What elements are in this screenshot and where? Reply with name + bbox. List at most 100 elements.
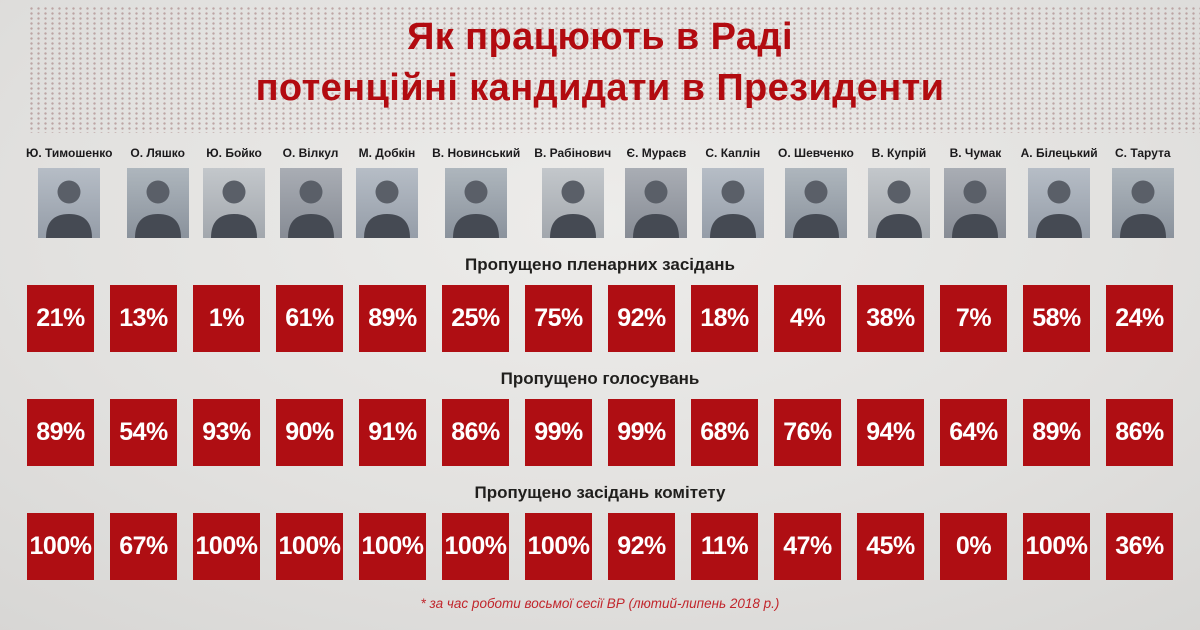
stat-box: 18% bbox=[691, 285, 758, 352]
stat-value: 93% bbox=[202, 418, 251, 446]
stat-box: 92% bbox=[608, 513, 675, 580]
stat-value: 100% bbox=[278, 532, 341, 560]
candidate-name: О. Ляшко bbox=[130, 146, 185, 160]
stat-box: 67% bbox=[110, 513, 177, 580]
stat-value: 100% bbox=[527, 532, 590, 560]
candidate-name: О. Вілкул bbox=[282, 146, 339, 160]
stat-value: 99% bbox=[617, 418, 666, 446]
stat-box: 0% bbox=[940, 513, 1007, 580]
stat-box: 25% bbox=[442, 285, 509, 352]
stat-value: 100% bbox=[444, 532, 507, 560]
candidate-cell: С. Каплін bbox=[701, 146, 764, 238]
candidate-cell: С. Тарута bbox=[1111, 146, 1174, 238]
stat-box: 90% bbox=[276, 399, 343, 466]
stat-box: 93% bbox=[193, 399, 260, 466]
candidate-name: Ю. Тимошенко bbox=[26, 146, 113, 160]
stat-value: 86% bbox=[451, 418, 500, 446]
stat-value: 0% bbox=[955, 532, 992, 560]
stat-box: 13% bbox=[110, 285, 177, 352]
candidate-cell: В. Рабінович bbox=[534, 146, 611, 238]
stat-value: 54% bbox=[119, 418, 168, 446]
stat-box: 68% bbox=[691, 399, 758, 466]
candidate-photo bbox=[541, 168, 604, 238]
candidate-cell: Ю. Тимошенко bbox=[26, 146, 112, 238]
candidate-cell: В. Купрій bbox=[867, 146, 930, 238]
candidates-row: Ю. Тимошенко О. Ляшко Ю. Бойко О. Вілкул bbox=[0, 146, 1200, 238]
person-silhouette-icon bbox=[792, 180, 839, 238]
candidate-name: С. Тарута bbox=[1114, 146, 1171, 160]
candidate-photo bbox=[625, 168, 688, 238]
footnote: * за час роботи восьмої сесії ВР (лютий-… bbox=[420, 596, 780, 611]
candidate-cell: О. Шевченко bbox=[778, 146, 854, 238]
candidate-name: Є. Мураєв bbox=[626, 146, 687, 160]
stat-value: 75% bbox=[534, 304, 583, 332]
stat-sections: Пропущено пленарних засідань 21% 13% 1% … bbox=[0, 255, 1200, 580]
stat-value: 4% bbox=[789, 304, 826, 332]
stat-box: 38% bbox=[857, 285, 924, 352]
stat-value: 58% bbox=[1032, 304, 1081, 332]
candidate-name: В. Новинський bbox=[432, 146, 521, 160]
section-heading: Пропущено голосувань bbox=[500, 369, 700, 388]
person-silhouette-icon bbox=[549, 180, 596, 238]
candidate-photo bbox=[867, 168, 930, 238]
candidate-photo bbox=[944, 168, 1007, 238]
stat-value: 13% bbox=[119, 304, 168, 332]
stat-grid: 89% 54% 93% 90% 91% 86% 99% 99% 68% 76% … bbox=[0, 399, 1200, 466]
header: Як працюють в Раді потенційні кандидати … bbox=[0, 0, 1200, 138]
candidate-photo bbox=[445, 168, 508, 238]
stat-value: 92% bbox=[617, 532, 666, 560]
candidate-name: В. Чумак bbox=[949, 146, 1002, 160]
stat-value: 90% bbox=[285, 418, 334, 446]
stat-box: 92% bbox=[608, 285, 675, 352]
person-silhouette-icon bbox=[709, 180, 756, 238]
stat-value: 18% bbox=[700, 304, 749, 332]
stat-value: 89% bbox=[1032, 418, 1081, 446]
page-title-line1: Як працюють в Раді bbox=[407, 16, 793, 58]
candidate-name: С. Каплін bbox=[705, 146, 761, 160]
stat-value: 45% bbox=[866, 532, 915, 560]
stat-value: 38% bbox=[866, 304, 915, 332]
stat-value: 68% bbox=[700, 418, 749, 446]
stat-section: Пропущено голосувань 89% 54% 93% 90% 91%… bbox=[0, 369, 1200, 466]
stat-value: 67% bbox=[119, 532, 168, 560]
candidate-photo bbox=[784, 168, 847, 238]
stat-box: 100% bbox=[525, 513, 592, 580]
stat-section: Пропущено пленарних засідань 21% 13% 1% … bbox=[0, 255, 1200, 352]
stat-box: 64% bbox=[940, 399, 1007, 466]
stat-box: 36% bbox=[1106, 513, 1173, 580]
stat-section: Пропущено засідань комітету 100% 67% 100… bbox=[0, 483, 1200, 580]
person-silhouette-icon bbox=[134, 180, 181, 238]
stat-box: 100% bbox=[276, 513, 343, 580]
candidate-cell: В. Чумак bbox=[944, 146, 1007, 238]
stat-box: 47% bbox=[774, 513, 841, 580]
candidate-name: М. Добкін bbox=[358, 146, 416, 160]
stat-box: 24% bbox=[1106, 285, 1173, 352]
stat-box: 89% bbox=[27, 399, 94, 466]
stat-box: 86% bbox=[1106, 399, 1173, 466]
candidate-name: В. Купрій bbox=[871, 146, 927, 160]
dotted-pattern-decoration bbox=[28, 6, 1200, 133]
candidate-name: Ю. Бойко bbox=[206, 146, 262, 160]
stat-box: 58% bbox=[1023, 285, 1090, 352]
person-silhouette-icon bbox=[633, 180, 680, 238]
stat-box: 7% bbox=[940, 285, 1007, 352]
candidate-cell: О. Вілкул bbox=[279, 146, 342, 238]
stat-value: 11% bbox=[700, 532, 749, 560]
stat-value: 61% bbox=[285, 304, 334, 332]
stat-value: 36% bbox=[1115, 532, 1164, 560]
stat-value: 92% bbox=[617, 304, 666, 332]
person-silhouette-icon bbox=[287, 180, 334, 238]
stat-value: 91% bbox=[368, 418, 417, 446]
candidate-photo bbox=[355, 168, 418, 238]
stat-value: 89% bbox=[368, 304, 417, 332]
person-silhouette-icon bbox=[211, 180, 258, 238]
stat-value: 24% bbox=[1115, 304, 1164, 332]
stat-box: 99% bbox=[525, 399, 592, 466]
stat-box: 21% bbox=[27, 285, 94, 352]
stat-box: 100% bbox=[359, 513, 426, 580]
person-silhouette-icon bbox=[453, 180, 500, 238]
candidate-photo bbox=[1111, 168, 1174, 238]
candidate-photo bbox=[126, 168, 189, 238]
candidate-photo bbox=[701, 168, 764, 238]
stat-box: 4% bbox=[774, 285, 841, 352]
